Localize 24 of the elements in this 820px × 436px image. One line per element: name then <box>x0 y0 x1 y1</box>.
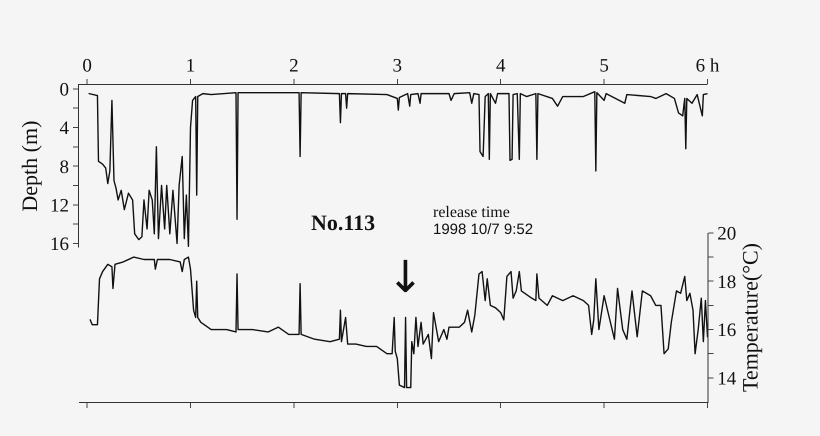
y-tick-label: 0 <box>60 79 70 100</box>
y-axis-title: Depth (m) <box>16 120 42 212</box>
annotation: ↓ <box>387 252 424 303</box>
line-series <box>88 90 708 248</box>
y-tick-label: 12 <box>50 195 70 216</box>
y-tick-label: 4 <box>60 118 70 140</box>
y2-tick-label: 14 <box>717 368 737 390</box>
y2-tick-label: 16 <box>717 320 736 342</box>
x-tick-label: 2 <box>289 55 299 76</box>
x-tick-label: 5 <box>599 55 609 76</box>
x-tick-label: 1 <box>186 55 196 76</box>
x-tick-label: 3 <box>392 55 402 76</box>
annotation: 1998 10/7 9:52 <box>433 221 534 238</box>
y2-axis-title: Temperature(°C) <box>738 243 763 392</box>
y2-tick-label: 20 <box>717 224 736 245</box>
y2-tick-label: 18 <box>717 272 736 293</box>
line-series <box>90 256 708 388</box>
x-tick-label: 4 <box>496 55 506 76</box>
annotation: release time <box>433 204 510 221</box>
y-tick-label: 16 <box>50 234 70 256</box>
annotation: No.113 <box>311 210 376 235</box>
x-tick-label: 6 h <box>696 55 720 76</box>
x-tick-label: 0 <box>82 55 92 76</box>
y-tick-label: 8 <box>60 156 70 178</box>
